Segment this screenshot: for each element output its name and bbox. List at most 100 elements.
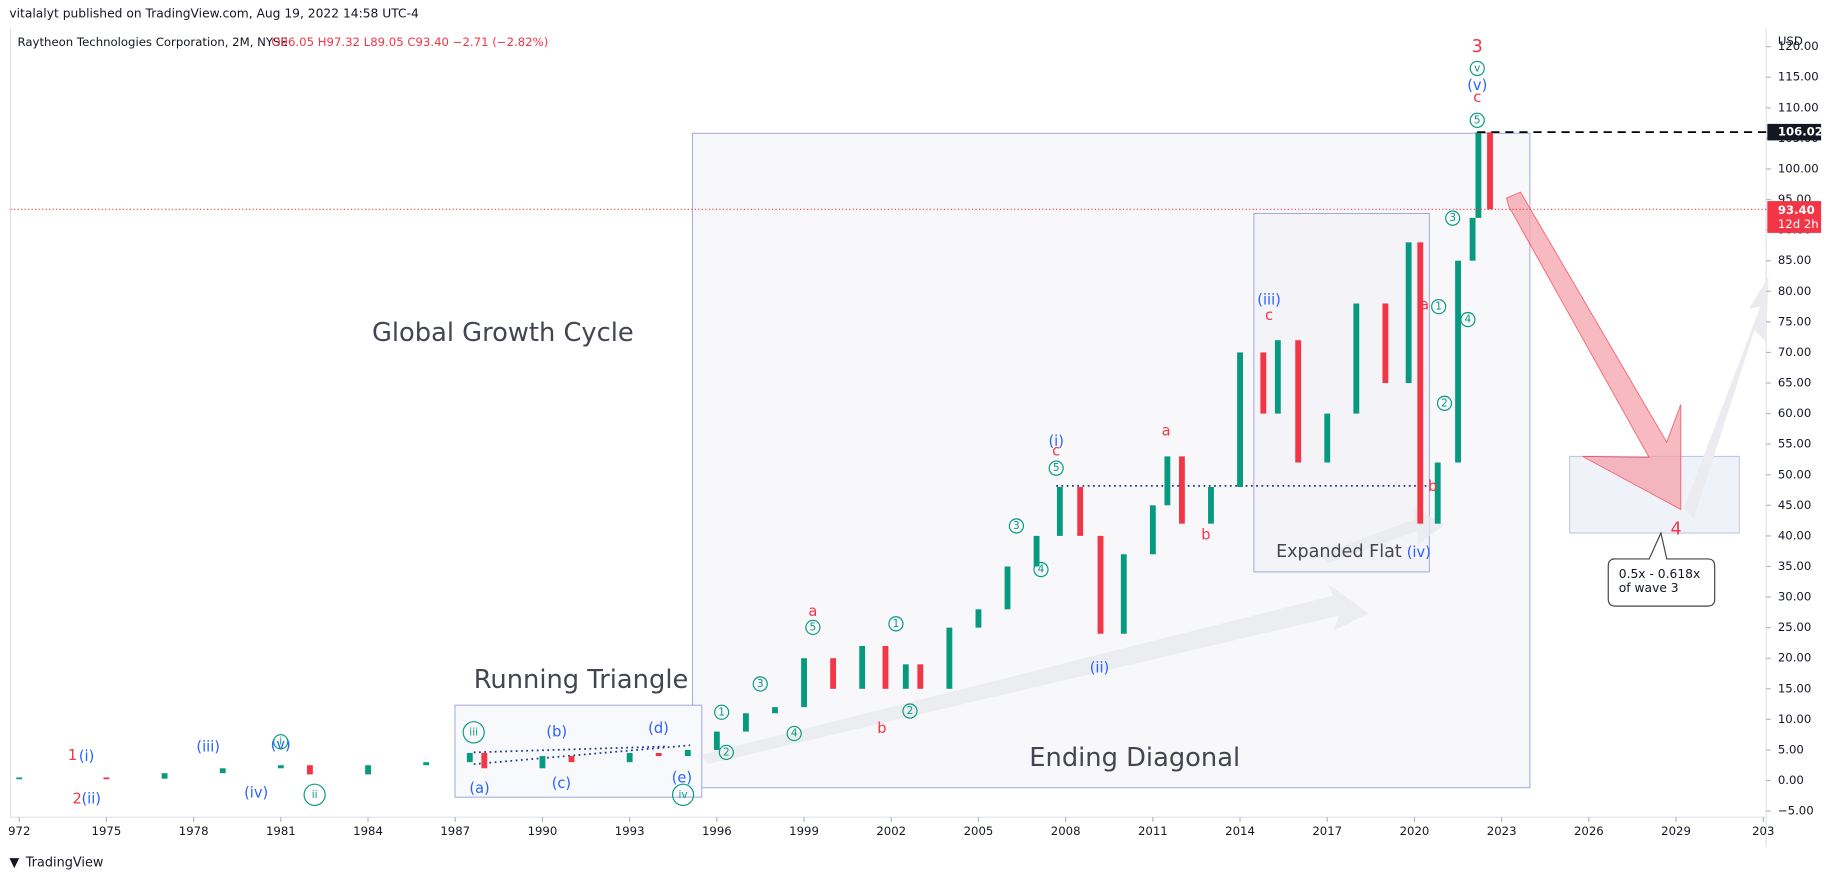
x-tick-label: 2002: [876, 824, 906, 838]
x-tick-label: 203: [1752, 824, 1774, 838]
x-tick-label: 1987: [440, 824, 470, 838]
wave-label: c: [1265, 307, 1273, 324]
wave-label: 4: [1038, 564, 1045, 576]
y-tick-label: 25.00: [1778, 620, 1811, 634]
wave-label: ii: [312, 789, 318, 801]
candle: [684, 749, 691, 757]
candle: [975, 609, 982, 628]
y-tick-label: 70.00: [1778, 345, 1811, 359]
wave-circle: [303, 783, 326, 807]
candle: [16, 777, 23, 780]
candle: [568, 756, 575, 763]
wave-label: b: [877, 720, 886, 737]
wave-label: (v): [1467, 77, 1487, 94]
annotation: Expanded Flat: [1276, 542, 1402, 562]
candle: [1434, 462, 1441, 524]
x-tick-label: 1999: [789, 824, 819, 838]
wave-label: 2: [723, 746, 730, 758]
candle: [1056, 486, 1063, 536]
candle: [882, 645, 889, 689]
wave-circle: [1033, 561, 1049, 578]
candle: [539, 756, 546, 769]
high-tag: [1767, 123, 1822, 141]
wave-label: (b): [546, 723, 567, 740]
candle: [830, 658, 837, 689]
wave-circle: [1436, 395, 1453, 411]
wave-label: 5: [810, 621, 817, 633]
candle: [466, 753, 473, 763]
x-tick-label: 2014: [1225, 824, 1255, 838]
wave-label: (ii): [81, 790, 101, 807]
candle: [1097, 535, 1104, 634]
candle: [1164, 456, 1171, 506]
target-arrow: [1505, 191, 1682, 511]
y-tick-label: 45.00: [1778, 498, 1811, 512]
wave-label: i: [279, 736, 282, 748]
y-tick-label: 75.00: [1778, 314, 1811, 328]
candle: [1353, 303, 1360, 414]
x-tick-label: 2005: [964, 824, 994, 838]
wave-label: b: [1201, 526, 1210, 543]
x-tick-label: 1978: [179, 824, 209, 838]
candle: [365, 765, 371, 775]
currency: USD: [1778, 34, 1803, 48]
wave-label: 1: [718, 706, 725, 718]
candle: [306, 765, 313, 775]
candle: [1324, 413, 1331, 463]
wave-label: 2: [907, 705, 914, 717]
future-arrow: [1684, 277, 1769, 519]
wave-circle: [1008, 518, 1025, 534]
wave-circle: [1445, 210, 1461, 226]
candle: [1237, 352, 1243, 487]
wave-circle: [718, 744, 734, 761]
y-tick-label: 20.00: [1778, 651, 1811, 665]
legend: Raytheon Technologies Corporation, 2M, N…: [18, 35, 288, 49]
y-tick-label: 15.00: [1778, 681, 1811, 695]
last-price-label: 93.40: [1778, 203, 1815, 217]
wave-label: (v): [271, 736, 291, 753]
x-tick-label: 2023: [1487, 824, 1517, 838]
annotation: Ending Diagonal: [1029, 743, 1240, 773]
y-tick-label: 40.00: [1778, 528, 1811, 542]
annotation: Global Growth Cycle: [372, 318, 634, 348]
wave-label: a: [1420, 296, 1429, 313]
candle: [1178, 456, 1185, 524]
wave-label: 3: [1472, 37, 1483, 57]
wave-label: a: [1162, 423, 1171, 440]
candle: [1274, 340, 1281, 414]
wave-label: (iv): [244, 785, 268, 802]
wave-label: iv: [678, 789, 687, 801]
x-tick-label: 1990: [528, 824, 558, 838]
y-tick-label: 60.00: [1778, 406, 1811, 420]
y-tick-label: −5.00: [1778, 804, 1814, 818]
y-tick-label: 120.00: [1778, 39, 1819, 53]
wave-label: (iv): [1407, 544, 1431, 561]
wave-label: 3: [1013, 520, 1020, 532]
candle: [1149, 505, 1156, 555]
wave-label: 1: [68, 747, 77, 764]
wave-circle: [1469, 112, 1485, 128]
x-tick-label: 2017: [1312, 824, 1342, 838]
x-tick-label: 972: [8, 824, 30, 838]
candle: [1487, 132, 1493, 210]
candle: [103, 777, 110, 780]
wave-label: 1: [1435, 301, 1442, 313]
y-tick-label: 35.00: [1778, 559, 1811, 573]
annotation: Running Triangle: [474, 665, 689, 695]
wave-label: 5: [1474, 114, 1481, 126]
x-tick-label: 2020: [1400, 824, 1430, 838]
candle: [902, 664, 909, 689]
x-tick-label: 2026: [1574, 824, 1604, 838]
x-tick-label: 2008: [1051, 824, 1081, 838]
candle: [219, 768, 226, 774]
x-tick-label: 2011: [1138, 824, 1168, 838]
candle: [772, 707, 778, 714]
wave-label: c: [1052, 443, 1060, 460]
wave-label: c: [1473, 89, 1481, 106]
y-tick-label: 30.00: [1778, 590, 1811, 604]
y-tick-label: 0.00: [1778, 773, 1804, 787]
wave-label: 4: [791, 727, 798, 739]
candle: [713, 731, 720, 750]
y-tick-label: 85.00: [1778, 253, 1811, 267]
